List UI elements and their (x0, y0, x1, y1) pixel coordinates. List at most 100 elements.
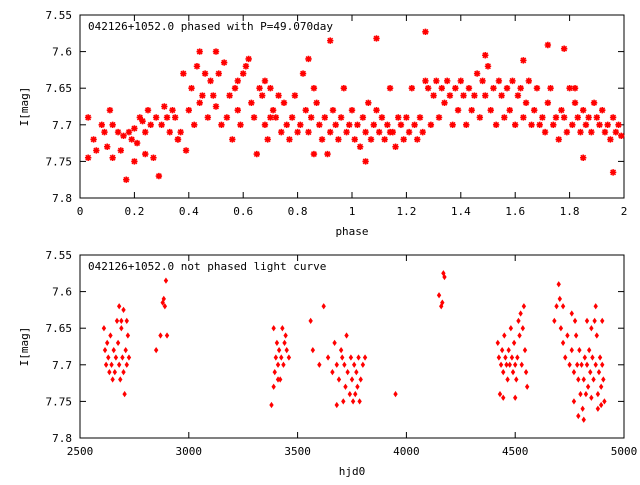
data-point (155, 172, 163, 180)
data-point (360, 361, 366, 368)
data-point (210, 92, 217, 99)
data-point (495, 77, 503, 85)
data-point (106, 354, 111, 361)
data-point (357, 398, 362, 405)
data-point (109, 154, 116, 161)
data-point (269, 106, 277, 114)
data-point (354, 368, 359, 376)
data-point (506, 347, 511, 354)
data-point (196, 99, 203, 107)
data-series (101, 270, 607, 423)
data-point (513, 361, 518, 368)
data-point (207, 77, 214, 85)
data-point (114, 317, 120, 325)
data-point (519, 361, 524, 368)
data-point (400, 136, 407, 143)
data-point (381, 136, 388, 143)
data-point (533, 85, 541, 92)
data-point (191, 121, 198, 128)
data-point (585, 383, 591, 390)
data-point (103, 361, 109, 368)
data-point (586, 347, 592, 354)
data-point (267, 85, 274, 92)
data-point (111, 347, 116, 354)
data-point (583, 390, 589, 398)
data-point (512, 121, 519, 128)
data-point (294, 128, 301, 136)
data-point (318, 136, 326, 143)
data-point (204, 114, 212, 121)
data-point (504, 361, 509, 368)
data-point (274, 339, 280, 346)
x-tick-label: 3000 (176, 445, 203, 458)
data-point (121, 368, 126, 376)
data-point (275, 92, 282, 99)
data-point (411, 121, 418, 128)
data-point (253, 150, 260, 158)
data-point (272, 114, 280, 121)
data-point (560, 303, 566, 310)
data-point (433, 77, 440, 85)
data-point (520, 325, 526, 332)
data-point (267, 114, 274, 121)
data-point (166, 128, 173, 136)
data-point (405, 128, 413, 136)
x-tick-label: 1.8 (560, 205, 580, 218)
data-point (435, 114, 443, 121)
data-point (177, 128, 184, 136)
data-point (514, 376, 519, 383)
data-point (275, 361, 281, 368)
data-point (356, 354, 361, 361)
data-point (275, 376, 281, 383)
data-point (109, 121, 116, 128)
data-point (594, 332, 599, 339)
data-point (476, 114, 484, 121)
data-point (422, 28, 429, 36)
data-point (514, 92, 522, 99)
data-point (558, 106, 565, 114)
data-point (131, 125, 138, 132)
x-tick-label: 1 (349, 205, 356, 218)
x-axis-title: hjd0 (339, 465, 366, 478)
chart-panel-phased: 0 0.2 0.4 0.6 0.8 1 1.2 1.4 1.6 1.8 2 7.55 7.6 7.65 7.… (18, 9, 627, 238)
x-tick-label: 0.2 (124, 205, 144, 218)
data-point (201, 70, 209, 77)
data-point (386, 128, 394, 136)
data-point (280, 99, 288, 107)
data-point (259, 92, 266, 99)
data-point (182, 147, 190, 154)
data-point (563, 128, 571, 136)
y-tick-label: 7.7 (52, 359, 72, 372)
data-point (115, 339, 121, 346)
data-point (596, 121, 603, 128)
data-point (589, 325, 594, 332)
data-point (414, 136, 421, 143)
data-point (465, 85, 473, 92)
y-tick-label: 7.75 (46, 395, 73, 408)
data-point (531, 106, 538, 114)
data-point (348, 354, 354, 361)
data-point (229, 136, 236, 143)
data-point (276, 347, 282, 354)
data-point (558, 325, 564, 332)
x-tick-label: 0 (77, 205, 84, 218)
data-point (446, 92, 454, 99)
data-point (234, 77, 241, 85)
data-point (591, 376, 596, 383)
data-point (163, 277, 169, 284)
data-point (424, 85, 432, 92)
data-point (356, 143, 364, 150)
data-point (522, 347, 528, 354)
data-point (544, 41, 552, 49)
x-tick-label: 0.6 (233, 205, 253, 218)
data-point (119, 317, 124, 325)
data-point (560, 45, 568, 52)
data-point (349, 376, 355, 383)
data-point (520, 114, 527, 121)
data-point (264, 136, 271, 143)
data-point (327, 128, 334, 136)
data-point (112, 368, 118, 376)
data-point (120, 132, 127, 139)
data-point (158, 332, 163, 339)
data-point (569, 121, 576, 128)
